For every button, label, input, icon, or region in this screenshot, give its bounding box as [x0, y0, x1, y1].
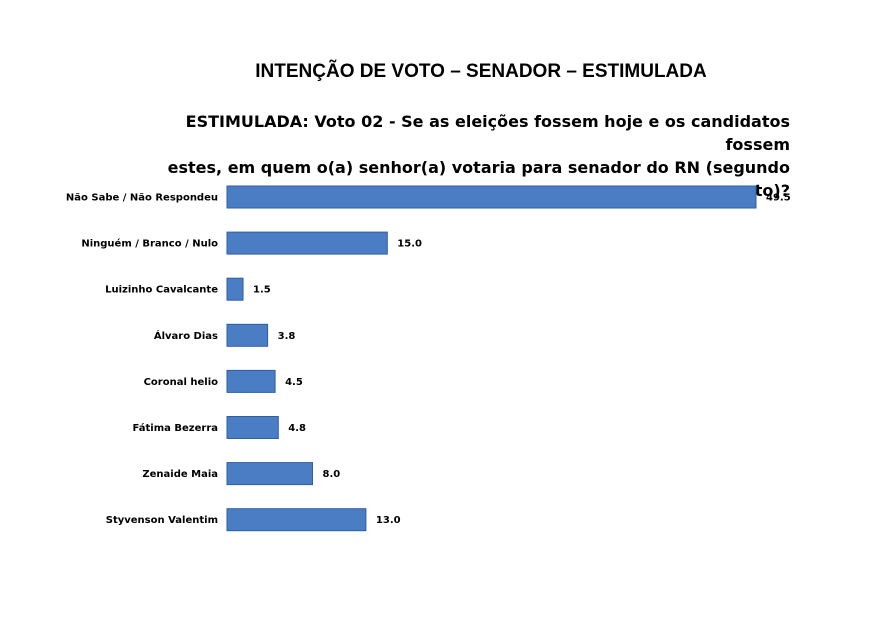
bar	[226, 323, 269, 347]
chart-subtitle: ESTIMULADA: Voto 02 - Se as eleições fos…	[120, 110, 790, 202]
bar	[226, 231, 388, 255]
value-label: 4.5	[285, 377, 303, 388]
value-label: 4.8	[288, 423, 306, 434]
value-label: 8.0	[322, 469, 340, 480]
value-label: 13.0	[376, 515, 401, 526]
bar	[226, 508, 367, 532]
category-label: Fátima Bezerra	[133, 422, 218, 434]
chart-subtitle-line-1: ESTIMULADA: Voto 02 - Se as eleições fos…	[185, 112, 790, 154]
category-label: Zenaide Maia	[142, 469, 218, 480]
category-label: Não Sabe / Não Respondeu	[66, 193, 218, 204]
bar	[226, 462, 313, 486]
bar	[226, 277, 244, 301]
category-label: Coronal helio	[144, 377, 219, 388]
bar	[226, 416, 279, 439]
value-label: 15.0	[397, 239, 422, 250]
bar	[226, 369, 276, 393]
bars-layer: Não Sabe / Não Respondeu 49.5 Ninguém / Br…	[66, 185, 791, 532]
value-label: 3.8	[278, 331, 296, 342]
category-label: Ninguém / Branco / Nulo	[81, 238, 218, 250]
category-label: Álvaro Dias	[154, 329, 218, 342]
value-label: 49.5	[766, 193, 791, 204]
value-label: 1.5	[253, 285, 271, 296]
bar	[226, 185, 757, 209]
category-label: Luizinho Cavalcante	[105, 285, 218, 296]
chart-title: INTENÇÃO DE VOTO – SENADOR – ESTIMULADA	[255, 61, 707, 82]
category-label: Styvenson Valentim	[106, 515, 218, 526]
